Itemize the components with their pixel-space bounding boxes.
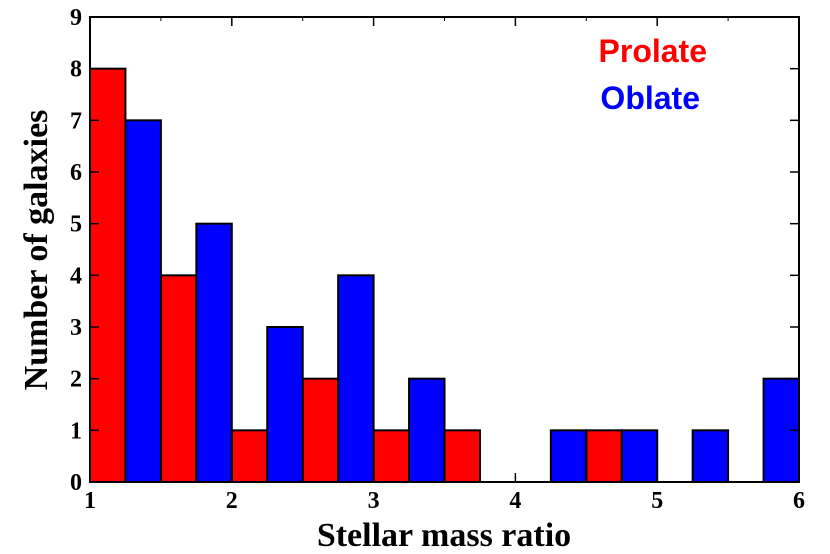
y-tick-labels: 0 1 2 3 4 5 6 7 8 9 (70, 5, 82, 496)
y-tick-label: 7 (70, 108, 82, 134)
bar-prolate-5 (443, 429, 481, 483)
y-tick-label: 6 (70, 160, 82, 186)
bar-oblate-0 (124, 119, 162, 484)
y-tick-label: 1 (70, 418, 82, 444)
bar-prolate-3 (301, 377, 340, 484)
x-tick-label: 6 (793, 488, 805, 514)
bar-oblate-2 (266, 326, 304, 483)
x-tick-label: 2 (226, 488, 238, 514)
x-tick-label: 5 (651, 488, 663, 514)
y-tick-label: 9 (70, 5, 82, 31)
axis-ticks (89, 16, 800, 483)
y-tick-label: 2 (70, 367, 82, 393)
x-tick-label: 3 (368, 488, 380, 514)
y-tick-label: 0 (70, 470, 82, 496)
bar-prolate-4 (372, 429, 411, 483)
bar-oblate-6 (549, 429, 588, 483)
y-tick-label: 3 (70, 315, 82, 341)
bar-prolate-7 (585, 429, 623, 483)
bar-prolate-2 (230, 429, 269, 483)
legend-oblate: Oblate (600, 80, 700, 116)
y-axis-label: Number of galaxies (18, 110, 55, 391)
x-tick-labels: 1 2 3 4 5 6 (84, 488, 805, 514)
bar-oblate-8 (691, 429, 730, 483)
bar-oblate-7 (620, 429, 659, 483)
bar-prolate-1 (159, 274, 198, 483)
x-axis-label: Stellar mass ratio (317, 517, 571, 554)
bar-oblate-4 (408, 377, 446, 484)
legend-prolate: Prolate (599, 33, 707, 69)
x-tick-label: 4 (509, 488, 521, 514)
bar-oblate-3 (337, 274, 375, 483)
y-tick-label: 4 (70, 263, 82, 289)
bar-oblate-1 (195, 222, 233, 483)
x-tick-label: 1 (84, 488, 96, 514)
y-tick-label: 5 (70, 212, 82, 238)
y-tick-label: 8 (70, 57, 82, 83)
bars-layer (89, 67, 800, 484)
